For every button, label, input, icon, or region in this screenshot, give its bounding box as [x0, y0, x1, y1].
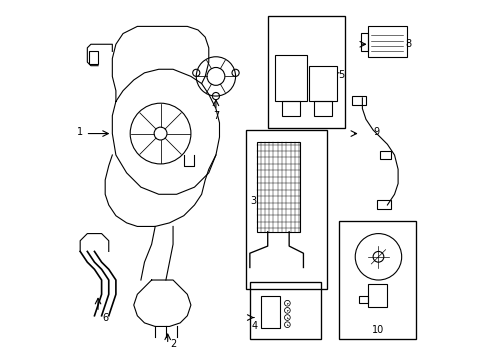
Text: 10: 10 [371, 325, 384, 335]
Bar [249, 282, 321, 339]
Text: 1: 1 [77, 127, 83, 137]
Bar [339, 221, 415, 339]
Text: 9: 9 [373, 127, 379, 137]
Bar [282, 102, 299, 116]
Text: 4: 4 [250, 321, 257, 332]
Bar [376, 200, 390, 208]
Bar [380, 152, 390, 158]
Bar [358, 296, 367, 303]
Bar [89, 51, 98, 64]
Text: 3: 3 [250, 197, 256, 206]
Text: 5: 5 [337, 69, 344, 80]
Bar [260, 296, 280, 328]
Bar [313, 102, 331, 116]
Bar [267, 16, 344, 128]
Text: 8: 8 [405, 39, 411, 49]
Bar [360, 33, 367, 51]
Text: 7: 7 [212, 111, 219, 121]
Bar [367, 284, 386, 307]
Text: 2: 2 [170, 339, 176, 349]
Bar [308, 66, 337, 102]
Bar [274, 55, 306, 102]
Bar [257, 143, 299, 232]
Bar [367, 26, 406, 57]
Bar [351, 96, 365, 105]
Bar [246, 130, 326, 289]
Text: 6: 6 [102, 312, 108, 323]
